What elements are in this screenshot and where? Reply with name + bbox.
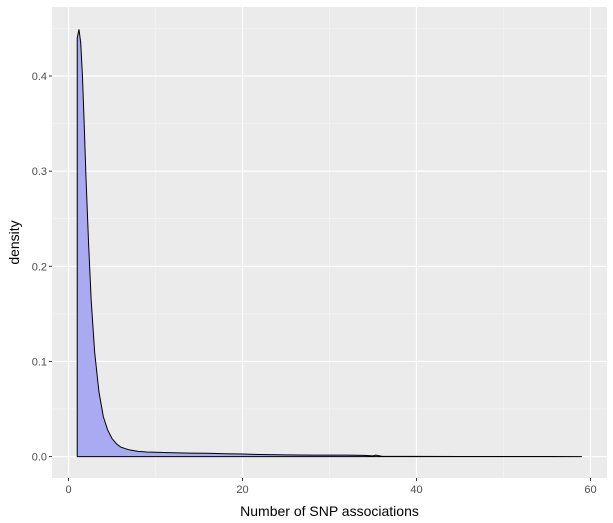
density-outline (76, 29, 582, 458)
x-tick-label: 60 (584, 484, 596, 496)
y-tick-label: 0.1 (32, 356, 47, 368)
grid-major (52, 7, 607, 478)
x-tick-label: 40 (410, 484, 422, 496)
y-tick-label: 0.3 (32, 166, 47, 178)
x-axis: 0 20 40 60 (65, 478, 597, 496)
y-tick-label: 0.0 (32, 452, 47, 464)
y-tick-label: 0.2 (32, 261, 47, 273)
x-tick-label: 0 (65, 484, 71, 496)
y-axis: 0.0 0.1 0.2 0.3 0.4 (32, 71, 52, 464)
y-tick-label: 0.4 (32, 71, 47, 83)
grid-minor (52, 7, 607, 478)
x-axis-title: Number of SNP associations (240, 503, 419, 519)
y-axis-title: density (6, 220, 22, 264)
x-tick-label: 20 (236, 484, 248, 496)
